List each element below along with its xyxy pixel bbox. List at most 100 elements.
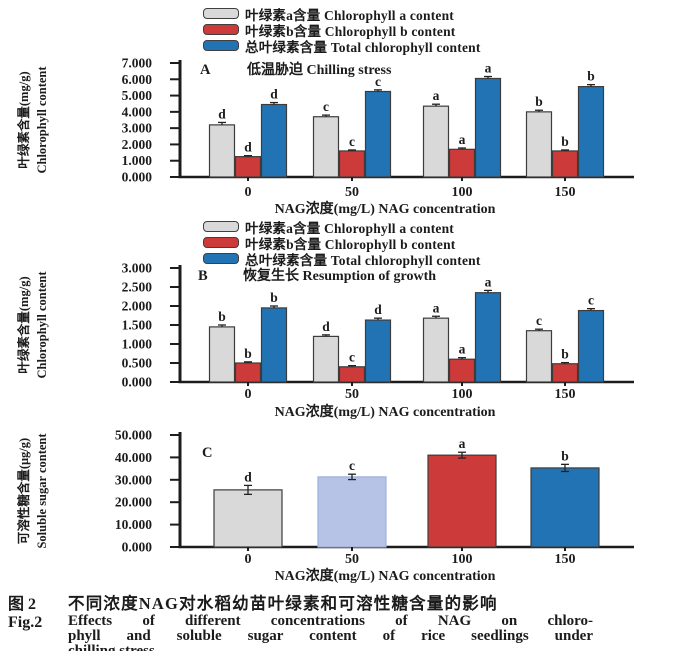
legend-item-chlorophyll-b: 叶绿素b含量 Chlorophyll b content (203, 235, 481, 252)
sig-letter: c (588, 293, 594, 308)
panel-title: 低温胁迫 Chilling stress (246, 61, 392, 78)
legend-label: 叶绿素a含量 Chlorophyll a content (245, 7, 454, 23)
bar (260, 103, 288, 178)
bar (260, 307, 288, 383)
legend-item-chlorophyll-b: 叶绿素b含量 Chlorophyll b content (203, 22, 481, 39)
figure-title-en: Effects of different concentrations of N… (68, 613, 593, 651)
sig-letter: c (375, 74, 381, 89)
y-axis-label-cn: 叶绿素含量(mg/g) (16, 276, 31, 373)
x-tick-label: 0 (245, 185, 252, 200)
x-axis-title: NAG浓度(mg/L) NAG concentration (275, 403, 496, 420)
figure-number-en: Fig.2 (8, 614, 43, 631)
y-tick-label: 10.000 (115, 517, 152, 532)
bar (551, 150, 579, 178)
sig-letter: a (459, 436, 466, 451)
legend-label: 总叶绿素含量 Total chlorophyll content (245, 39, 481, 55)
sig-letter: c (349, 350, 355, 365)
legend-item-chlorophyll-a: 叶绿素a含量 Chlorophyll a content (203, 219, 481, 236)
sig-letter: b (561, 347, 569, 362)
bar (364, 319, 392, 383)
x-tick-label: 50 (345, 387, 359, 402)
x-tick-label: 0 (245, 552, 252, 567)
bar (208, 326, 236, 383)
bar (338, 150, 366, 178)
y-tick-label: 2.500 (122, 280, 153, 295)
x-axis-title: NAG浓度(mg/L) NAG concentration (275, 200, 496, 217)
sig-letter: a (459, 132, 466, 147)
bar (525, 111, 553, 178)
x-tick-label: 100 (452, 552, 473, 567)
sig-letter: d (270, 87, 278, 102)
figure-caption: 图 2 不同浓度NAG对水稻幼苗叶绿素和可溶性糖含量的影响 Fig.2 Effe… (8, 590, 668, 651)
caption-line: phyll and soluble sugar content of rice … (68, 628, 593, 645)
y-tick-label: 5.000 (122, 88, 153, 103)
caption-row-cn: 图 2 不同浓度NAG对水稻幼苗叶绿素和可溶性糖含量的影响 (8, 590, 668, 614)
x-tick-label: 150 (555, 185, 576, 200)
sig-letter: b (587, 69, 595, 84)
sig-letter: c (349, 134, 355, 149)
y-tick-label: 1.000 (122, 337, 153, 352)
bar (530, 467, 600, 548)
sig-letter: d (374, 302, 382, 317)
legend-label: 叶绿素a含量 Chlorophyll a content (245, 220, 454, 236)
bar (364, 90, 392, 178)
sig-letter: a (485, 274, 492, 289)
sig-letter: d (244, 469, 252, 484)
legend-item-total-chlorophyll: 总叶绿素含量 Total chlorophyll content (203, 38, 481, 55)
chlorophyll-b-swatch-icon (203, 24, 239, 35)
legend-item-chlorophyll-a: 叶绿素a含量 Chlorophyll a content (203, 6, 481, 23)
x-axis-title: NAG浓度(mg/L) NAG concentration (275, 567, 496, 584)
chlorophyll-a-swatch-icon (203, 221, 239, 232)
panel-title: 恢复生长 Resumption of growth (243, 267, 436, 284)
bar (474, 292, 502, 383)
bar (422, 317, 450, 383)
bar (338, 366, 366, 383)
panel-label: B (198, 268, 208, 284)
bar (525, 330, 553, 383)
y-tick-label: 30.000 (115, 472, 152, 487)
y-tick-label: 2.000 (122, 299, 153, 314)
panel-label: A (200, 62, 211, 78)
y-tick-label: 40.000 (115, 450, 152, 465)
x-tick-label: 50 (345, 185, 359, 200)
sig-letter: c (536, 313, 542, 328)
caption-row-en: Fig.2 Effects of different concentration… (8, 613, 668, 651)
y-axis-label-en: Chlorophyll content (35, 66, 49, 174)
sig-letter: d (244, 140, 252, 155)
y-tick-label: 20.000 (115, 495, 152, 510)
x-tick-label: 100 (452, 387, 473, 402)
sig-letter: b (270, 290, 278, 305)
y-tick-label: 1.000 (122, 153, 153, 168)
legend-chart-a: 叶绿素a含量 Chlorophyll a content 叶绿素b含量 Chlo… (203, 6, 481, 55)
sig-letter: b (561, 448, 569, 463)
legend-label: 总叶绿素含量 Total chlorophyll content (245, 252, 481, 268)
y-tick-label: 50.000 (115, 428, 152, 443)
x-tick-label: 150 (555, 387, 576, 402)
sig-letter: a (485, 61, 492, 76)
y-tick-label: 7.000 (122, 56, 153, 71)
chart-c-soluble-sugar: 0.000 10.000 20.000 30.000 40.000 50.000 d c a b 0… (16, 428, 634, 584)
caption-line: chilling stress (68, 644, 593, 651)
y-tick-label: 2.000 (122, 137, 153, 152)
y-tick-label: 3.000 (122, 262, 153, 276)
y-tick-label: 0.000 (122, 170, 153, 185)
x-tick-label: 100 (452, 185, 473, 200)
bar (448, 358, 476, 383)
y-axis-label-en: Soluble sugar content (35, 433, 49, 549)
y-tick-label: 1.500 (122, 318, 153, 333)
bar (448, 148, 476, 178)
legend-item-total-chlorophyll: 总叶绿素含量 Total chlorophyll content (203, 251, 481, 268)
bar (422, 105, 450, 178)
chlorophyll-a-swatch-icon (203, 8, 239, 19)
sig-letter: a (433, 88, 440, 103)
sig-letter: c (349, 458, 355, 473)
legend-chart-b: 叶绿素a含量 Chlorophyll a content 叶绿素b含量 Chlo… (203, 219, 481, 268)
total-chlorophyll-swatch-icon (203, 253, 239, 264)
y-axis-label-cn: 叶绿素含量(mg/g) (16, 71, 31, 168)
x-tick-label: 50 (345, 552, 359, 567)
x-tick-label: 0 (245, 387, 252, 402)
sig-letter: d (322, 319, 330, 334)
sig-letter: c (323, 99, 329, 114)
